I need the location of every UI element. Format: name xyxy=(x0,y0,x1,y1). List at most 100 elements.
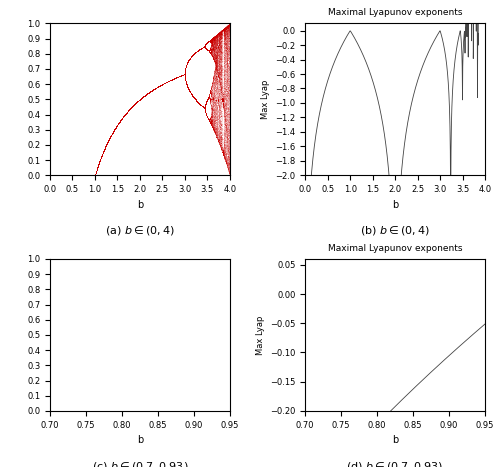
Point xyxy=(138,94,146,101)
Point xyxy=(60,171,68,179)
Point xyxy=(192,407,200,415)
Point xyxy=(164,407,172,415)
Point xyxy=(148,87,156,94)
Point xyxy=(74,407,82,415)
Point xyxy=(116,407,124,415)
Point xyxy=(86,171,94,179)
Point xyxy=(67,171,75,179)
Point xyxy=(124,106,132,114)
Point xyxy=(224,407,232,415)
Point xyxy=(114,121,122,128)
Point xyxy=(58,407,66,415)
Point xyxy=(137,407,145,415)
Point xyxy=(198,103,206,110)
Point xyxy=(200,407,208,415)
Point xyxy=(212,32,220,39)
Point xyxy=(214,78,222,85)
Point xyxy=(204,93,212,101)
Point xyxy=(201,42,209,50)
Point xyxy=(58,407,66,415)
Point xyxy=(126,104,134,112)
Point xyxy=(126,407,134,415)
Point xyxy=(136,95,144,103)
Point xyxy=(140,92,148,99)
Point xyxy=(116,117,124,124)
Point xyxy=(168,407,175,415)
Point xyxy=(172,407,179,415)
Point xyxy=(202,44,209,51)
Point xyxy=(154,83,162,91)
Point xyxy=(182,407,190,415)
Point xyxy=(52,171,60,179)
Point xyxy=(99,407,107,415)
Point xyxy=(122,110,130,117)
Point xyxy=(116,407,124,415)
Point xyxy=(165,77,173,85)
Point xyxy=(105,135,113,143)
Point xyxy=(177,72,185,79)
Point xyxy=(48,171,56,179)
Point xyxy=(67,407,75,415)
Point xyxy=(82,407,90,415)
Point xyxy=(176,72,184,80)
Point xyxy=(140,407,148,415)
Point xyxy=(92,407,100,415)
Point xyxy=(210,42,218,50)
Point xyxy=(112,122,120,130)
Point xyxy=(113,407,121,415)
Point xyxy=(184,407,192,415)
Point xyxy=(62,407,70,415)
Point xyxy=(204,47,212,54)
Point xyxy=(86,171,94,179)
Point xyxy=(85,407,93,415)
Point xyxy=(142,407,150,415)
Point xyxy=(150,407,158,415)
Point xyxy=(123,109,131,116)
Point xyxy=(68,171,76,179)
Point xyxy=(206,407,214,415)
Point xyxy=(218,26,226,34)
Point xyxy=(146,88,154,95)
Point xyxy=(47,171,55,179)
Point xyxy=(70,171,78,179)
Point xyxy=(194,407,202,415)
Point xyxy=(184,407,192,415)
Point xyxy=(80,407,88,415)
Point xyxy=(126,104,134,112)
Point xyxy=(210,34,218,41)
Point xyxy=(165,407,173,415)
Point xyxy=(71,171,79,179)
Point xyxy=(154,83,162,91)
Point xyxy=(157,407,165,415)
Point xyxy=(146,87,154,95)
Point xyxy=(216,407,224,415)
Point xyxy=(210,407,218,415)
Point xyxy=(82,407,90,415)
Point xyxy=(183,407,191,415)
Point xyxy=(64,407,72,415)
Point xyxy=(129,407,137,415)
Point xyxy=(58,407,66,415)
Point xyxy=(146,407,154,415)
Point xyxy=(214,110,222,118)
Point xyxy=(196,407,204,415)
Point xyxy=(196,101,204,108)
Point xyxy=(172,407,180,415)
Point xyxy=(210,407,218,415)
Point xyxy=(153,84,161,91)
Point xyxy=(214,407,222,415)
Point xyxy=(204,407,212,415)
Point xyxy=(167,407,175,415)
Point xyxy=(162,407,170,415)
Point xyxy=(54,407,62,415)
Point xyxy=(78,171,86,179)
Point xyxy=(50,407,58,415)
Point xyxy=(53,407,61,415)
Point xyxy=(128,407,136,415)
Point xyxy=(67,407,75,415)
Point xyxy=(53,171,61,179)
Point xyxy=(60,171,68,179)
Point xyxy=(73,171,81,179)
Point xyxy=(211,407,219,415)
Point xyxy=(214,41,222,49)
